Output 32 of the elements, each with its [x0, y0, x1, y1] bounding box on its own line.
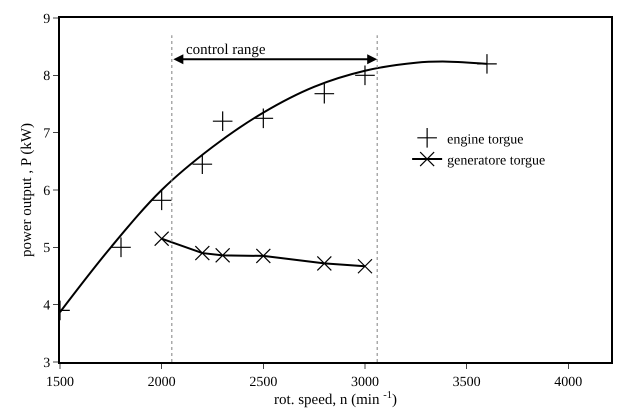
x-tick-label: 2000 [148, 374, 176, 390]
point [357, 258, 373, 274]
point [194, 245, 210, 261]
point [215, 248, 230, 263]
x-tick-label: 3000 [350, 374, 379, 390]
point [476, 53, 498, 74]
y-tick-label: 8 [43, 69, 50, 84]
x-tick-label: 2500 [249, 374, 278, 390]
x-tick-label: 1500 [46, 374, 74, 390]
x-axis-title: rot. speed, n (min $^{-1}$) [274, 390, 397, 408]
point [314, 83, 335, 104]
point [110, 236, 132, 258]
point [316, 256, 332, 271]
y-tick-label: 9 [43, 12, 50, 27]
point [256, 248, 271, 264]
y-tick-label: 3 [43, 356, 50, 371]
point [151, 190, 172, 211]
y-tick-label: 7 [43, 126, 50, 142]
point [192, 154, 213, 175]
y-axis-title: power output , P (kW) [18, 122, 35, 258]
point [252, 108, 274, 129]
y-tick-label: 6 [43, 184, 50, 199]
x-tick-label: 3500 [452, 374, 481, 390]
legend-label: generatore torgue [447, 153, 546, 168]
point [154, 231, 170, 246]
point [354, 64, 376, 86]
y-tick-label: 4 [43, 298, 50, 314]
legend-label: engine torgue [447, 132, 524, 148]
y-tick-label: 5 [43, 241, 50, 256]
annotation: control range [186, 42, 266, 58]
point [212, 110, 234, 132]
x-tick-label: 4000 [554, 374, 582, 390]
